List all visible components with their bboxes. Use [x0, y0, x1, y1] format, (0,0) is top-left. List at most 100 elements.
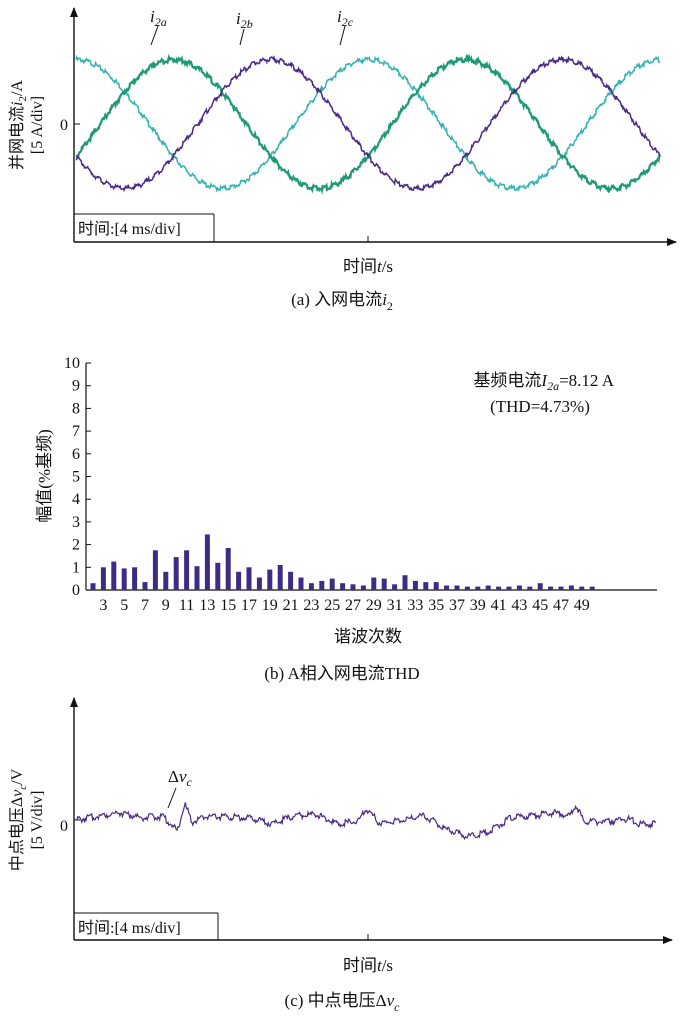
- x-tick-label: 43: [511, 597, 527, 614]
- panel-a-zero-label: 0: [60, 117, 68, 134]
- y-tick-label: 9: [72, 378, 80, 395]
- x-tick-label: 49: [574, 597, 590, 614]
- bar-harmonic-6: [132, 567, 138, 590]
- trace-i2a: [75, 54, 661, 193]
- bar-harmonic-48: [568, 585, 574, 590]
- y-tick-label: 4: [72, 491, 80, 508]
- bar-harmonic-25: [329, 578, 335, 590]
- svg-text:i2c: i2c: [337, 7, 354, 29]
- y-tick-label: 10: [64, 355, 80, 372]
- x-tick-label: 7: [141, 597, 149, 614]
- panel-a-caption: (a) 入网电流i2: [291, 290, 393, 313]
- panel-b-caption: (b) A相入网电流THD: [264, 664, 419, 683]
- panel-b-ylabel-wrap: 幅值(%基频): [35, 429, 54, 522]
- panel-c-timescale: 时间:[4 ms/div]: [78, 919, 181, 937]
- bar-harmonic-10: [173, 557, 179, 590]
- panel-b-bars: [90, 534, 595, 590]
- trace-label-i2a: i2a: [150, 7, 167, 46]
- bar-harmonic-27: [350, 584, 356, 590]
- y-tick-label: 1: [72, 559, 80, 576]
- bar-harmonic-41: [496, 586, 502, 590]
- bar-harmonic-29: [371, 577, 377, 590]
- bar-harmonic-31: [392, 584, 398, 590]
- panel-c-ylabel-line1: 中点电压Δvc/V: [8, 768, 29, 871]
- bar-harmonic-14: [215, 562, 221, 590]
- x-tick-label: 47: [553, 597, 569, 614]
- trace-label-i2c: i2c: [337, 7, 354, 46]
- bar-harmonic-32: [402, 575, 408, 590]
- y-tick-label: 2: [72, 537, 80, 554]
- bar-harmonic-5: [121, 568, 127, 590]
- bar-harmonic-50: [589, 586, 595, 590]
- y-tick-label: 0: [72, 582, 80, 599]
- x-tick-label: 45: [532, 597, 548, 614]
- bar-harmonic-46: [548, 586, 554, 590]
- panel-b-annotation-line1: 基频电流I2a=8.12 A: [473, 371, 614, 393]
- svg-text:i2b: i2b: [236, 9, 253, 31]
- panel-b-x-ticks: 3 5 7 9 11 13 15 17 19 21 23 25 27 29 31 33 35 37 39 41 43 45…: [99, 597, 589, 614]
- panel-a-traces: [75, 53, 662, 195]
- panel-c-timescale-box: 时间:[4 ms/div]: [74, 912, 219, 940]
- bar-harmonic-23: [308, 583, 314, 590]
- bar-harmonic-26: [340, 583, 346, 590]
- bar-harmonic-28: [360, 585, 366, 590]
- bar-harmonic-16: [236, 571, 242, 590]
- trace-label-i2b: i2b: [236, 9, 253, 46]
- bar-harmonic-35: [433, 582, 439, 590]
- panel-b-y-ticks: 0 1 2 3 4 5 6 7 8 9 10: [64, 355, 91, 599]
- panel-b-annotation-line2: (THD=4.73%): [490, 397, 590, 416]
- x-tick-label: 19: [262, 597, 278, 614]
- bar-harmonic-2: [90, 583, 96, 590]
- bar-harmonic-7: [142, 582, 148, 590]
- bar-harmonic-21: [288, 571, 294, 590]
- x-tick-label: 39: [470, 597, 486, 614]
- bar-harmonic-47: [558, 586, 564, 590]
- bar-harmonic-11: [184, 550, 190, 590]
- x-tick-label: 15: [220, 597, 236, 614]
- x-tick-label: 23: [303, 597, 319, 614]
- bar-harmonic-34: [423, 582, 429, 590]
- panel-a-ylabel: 并网电流i2/A [5 A/div]: [8, 80, 46, 170]
- panel-c-xlabel: 时间t/s: [343, 956, 393, 975]
- x-tick-label: 41: [491, 597, 507, 614]
- bar-harmonic-12: [194, 566, 200, 590]
- panel-a-ylabel-line2: [5 A/div]: [29, 96, 46, 154]
- panel-b-ylabel: 幅值(%基频): [35, 429, 54, 522]
- bar-harmonic-8: [152, 550, 158, 590]
- y-tick-label: 3: [72, 514, 80, 531]
- x-tick-label: 5: [120, 597, 128, 614]
- y-tick-label: 8: [72, 400, 80, 417]
- bar-harmonic-45: [537, 583, 543, 590]
- bar-harmonic-19: [267, 569, 273, 590]
- bar-harmonic-15: [225, 548, 231, 590]
- panel-a-xlabel: 时间t/s: [343, 257, 393, 276]
- x-tick-label: 35: [428, 597, 444, 614]
- bar-harmonic-17: [246, 567, 252, 590]
- x-tick-label: 9: [162, 597, 170, 614]
- x-tick-label: 11: [179, 597, 194, 614]
- x-tick-label: 13: [199, 597, 215, 614]
- x-tick-label: 17: [241, 597, 257, 614]
- x-tick-label: 27: [345, 597, 361, 614]
- panel-a-timescale: 时间:[4 ms/div]: [78, 220, 181, 238]
- x-tick-label: 21: [283, 597, 299, 614]
- x-tick-label: 29: [366, 597, 382, 614]
- bar-harmonic-18: [256, 577, 262, 590]
- bar-harmonic-3: [100, 567, 106, 590]
- x-tick-label: 31: [387, 597, 403, 614]
- bar-harmonic-42: [506, 586, 512, 590]
- bar-harmonic-24: [319, 580, 325, 590]
- panel-b-xlabel: 谐波次数: [334, 627, 402, 646]
- bar-harmonic-30: [381, 578, 387, 590]
- panel-a-timescale-box: 时间:[4 ms/div]: [74, 213, 215, 242]
- x-tick-label: 33: [407, 597, 423, 614]
- bar-harmonic-13: [204, 534, 210, 590]
- trace-delta-vc: [75, 802, 657, 841]
- panel-c-ylabel-line2: [5 V/div]: [29, 791, 46, 850]
- y-tick-label: 6: [72, 446, 80, 463]
- bar-harmonic-43: [516, 585, 522, 590]
- bar-harmonic-20: [277, 565, 283, 590]
- trace-label-delta-vc: Δvc: [167, 767, 192, 809]
